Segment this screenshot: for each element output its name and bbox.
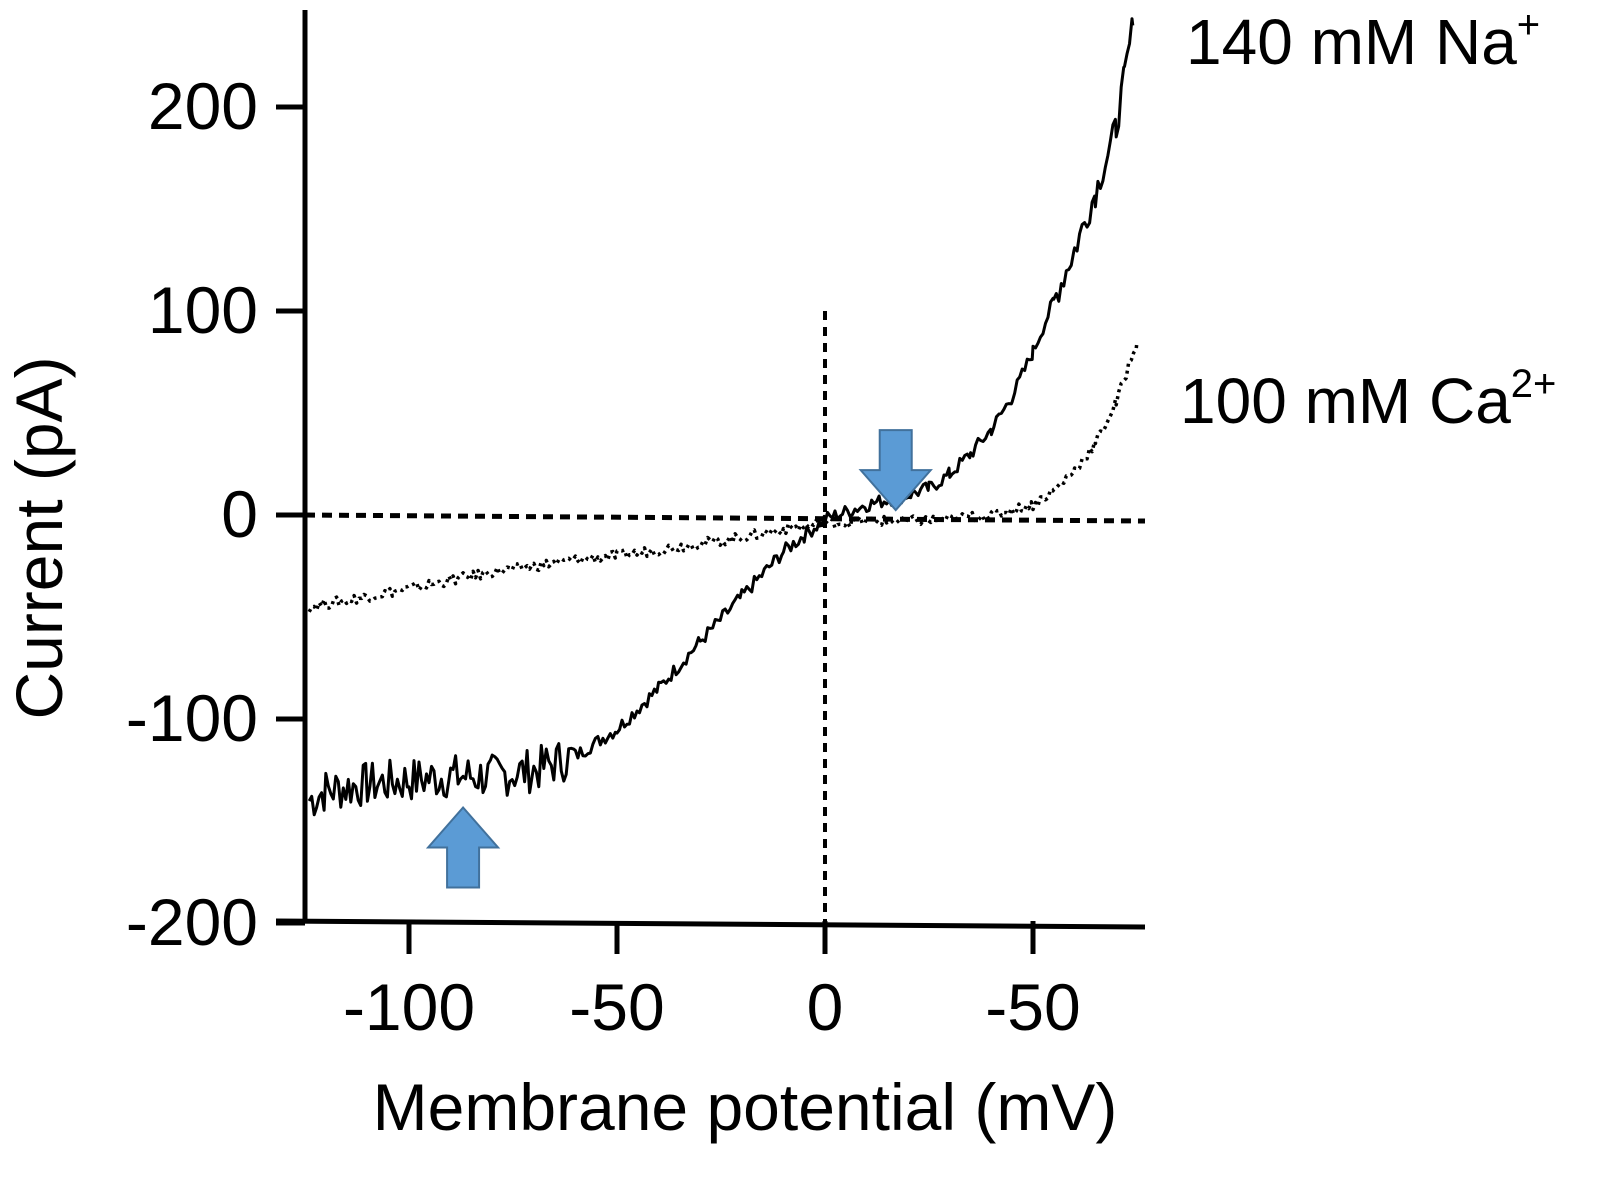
- zero-current-line: [304, 512, 1146, 524]
- y-tick-label: -100: [126, 681, 258, 755]
- x-tick-label: -50: [985, 970, 1080, 1044]
- series-lines: [304, 17, 1146, 921]
- x-axis-line: [275, 918, 1146, 930]
- annotations: [425, 429, 933, 889]
- series-label-calcium-superscript: 2+: [1511, 362, 1557, 406]
- axes: [275, 10, 1146, 930]
- y-tick-label: 0: [221, 477, 258, 551]
- x-axis-title: Membrane potential (mV): [373, 1070, 1118, 1144]
- arrow-down-icon: [858, 429, 933, 512]
- series-label-sodium: 140 mM Na+: [1186, 3, 1540, 78]
- series-label-sodium-superscript: +: [1517, 3, 1540, 47]
- series-line-sodium: [307, 17, 1135, 817]
- y-axis-title: Current (pA): [2, 356, 76, 719]
- y-tick-label: -200: [126, 885, 258, 959]
- series-line-calcium: [307, 341, 1139, 613]
- series-label-calcium: 100 mM Ca2+: [1180, 362, 1556, 437]
- y-tick-label: 100: [148, 273, 258, 347]
- x-tick-label: 0: [807, 970, 844, 1044]
- x-tick-label: -100: [343, 970, 475, 1044]
- x-tick-label: -50: [569, 970, 664, 1044]
- series-label-calcium-main: 100 mM Ca: [1180, 365, 1511, 437]
- series-label-sodium-main: 140 mM Na: [1186, 6, 1517, 78]
- ticks: -200 -100 0 100 200 -100 -50 0 -50: [126, 69, 1081, 1044]
- y-tick-label: 200: [148, 69, 258, 143]
- arrow-up-icon: [425, 806, 501, 889]
